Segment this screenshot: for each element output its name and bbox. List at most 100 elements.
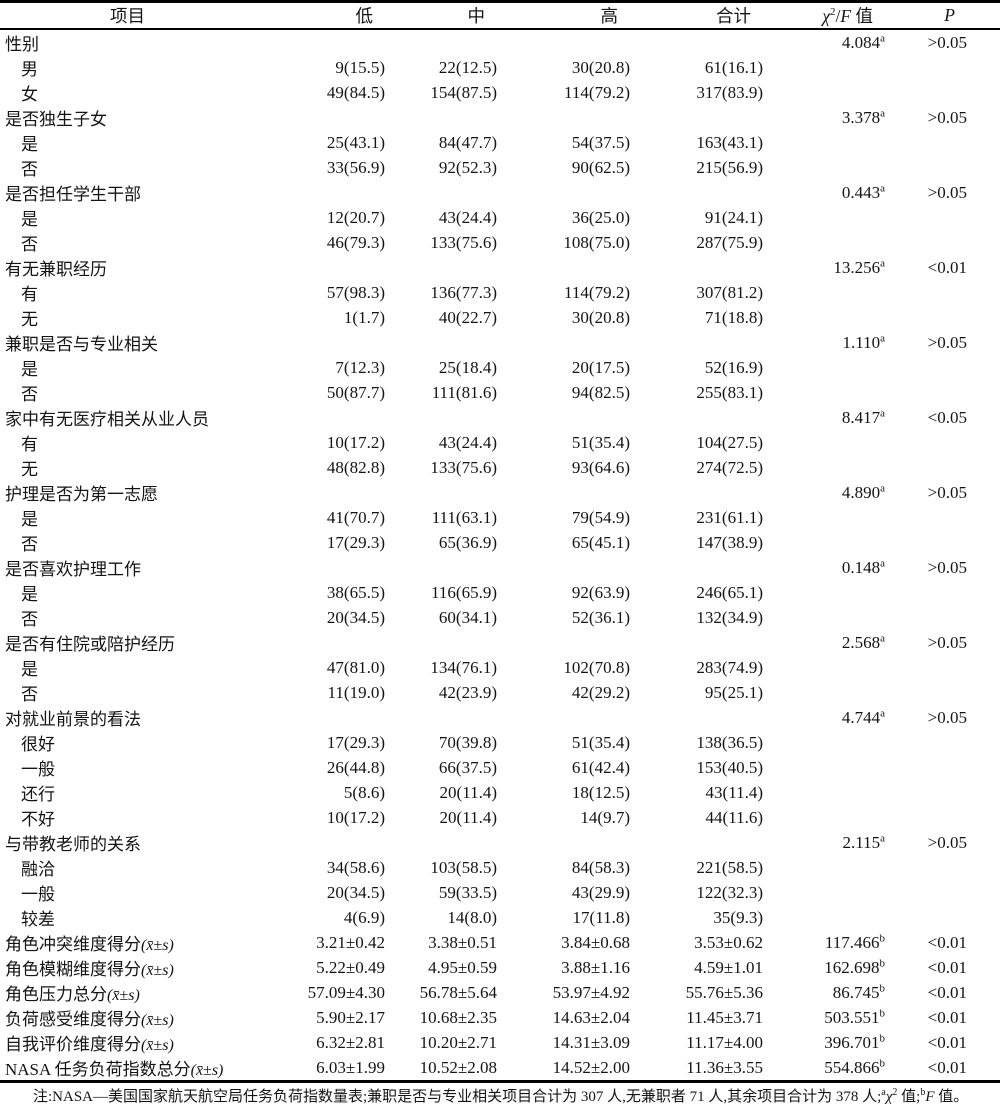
cell-low: 47(81.0) xyxy=(326,657,385,677)
col-header-total: 合计 xyxy=(630,1,763,30)
row-spacer xyxy=(967,855,1000,880)
cell-stat xyxy=(763,530,885,555)
cell-mid: 10.52±2.08 xyxy=(419,1057,497,1077)
table-row: 角色模糊维度得分(x̄±s) 5.22±0.49 4.95±0.59 3.88±1.1… xyxy=(0,955,1000,980)
stat-superscript: b xyxy=(879,1006,886,1019)
table-row: 否 46(79.3) 133(75.6) 108(75.0) 287(75.9) xyxy=(0,230,1000,255)
row-label: 否 xyxy=(21,685,38,704)
cell-low xyxy=(255,180,385,205)
cell-stat xyxy=(763,655,885,680)
cell-high: 36(25.0) xyxy=(571,207,630,227)
stat-table: 项目 低 中 高 合计 χ2/F 值 P 性别 4.084a >0.05 男 9(15.… xyxy=(0,0,1000,1083)
cell-total: 317(83.9) xyxy=(696,82,763,102)
row-spacer xyxy=(967,680,1000,705)
row-label: 是 xyxy=(21,585,38,604)
cell-low xyxy=(255,330,385,355)
row-label: 一般 xyxy=(21,885,55,904)
row-spacer xyxy=(967,805,1000,830)
cell-total: 147(38.9) xyxy=(696,532,763,552)
cell-mid xyxy=(385,330,497,355)
row-spacer xyxy=(967,355,1000,380)
cell-stat xyxy=(763,455,885,480)
table-row: 不好 10(17.2) 20(11.4) 14(9.7) 44(11.6) xyxy=(0,805,1000,830)
table-row: 男 9(15.5) 22(12.5) 30(20.8) 61(16.1) xyxy=(0,55,1000,80)
row-label: 是 xyxy=(21,510,38,529)
row-label: NASA 任务负荷指数总分(x̄±s) xyxy=(5,1060,224,1079)
cell-mid: 20(11.4) xyxy=(439,782,497,802)
table-row: 是 41(70.7) 111(63.1) 79(54.9) 231(61.1) xyxy=(0,505,1000,530)
cell-stat xyxy=(763,680,885,705)
cell-mid: 92(52.3) xyxy=(438,157,497,177)
cell-mid xyxy=(385,555,497,580)
table-row: 无 48(82.8) 133(75.6) 93(64.6) 274(72.5) xyxy=(0,455,1000,480)
cell-mid: 43(24.4) xyxy=(438,432,497,452)
row-label: 是 xyxy=(21,360,38,379)
col-header-p: P xyxy=(885,1,967,30)
cell-low: 10(17.2) xyxy=(326,807,385,827)
cell-stat: 1.110a xyxy=(842,331,885,352)
cell-total: 246(65.1) xyxy=(696,582,763,602)
cell-low: 57.09±4.30 xyxy=(307,982,385,1002)
cell-stat xyxy=(763,305,885,330)
stat-superscript: b xyxy=(879,1056,886,1069)
cell-total: 4.59±1.01 xyxy=(694,957,763,977)
cell-stat xyxy=(763,505,885,530)
cell-p xyxy=(885,430,967,455)
cell-p xyxy=(885,530,967,555)
stat-superscript: a xyxy=(880,331,885,344)
cell-high: 18(12.5) xyxy=(571,782,630,802)
row-label: 与带教老师的关系 xyxy=(5,835,141,854)
cell-total: 95(25.1) xyxy=(704,682,763,702)
cell-p: >0.05 xyxy=(927,632,967,652)
cell-high: 92(63.9) xyxy=(571,582,630,602)
cell-low: 10(17.2) xyxy=(326,432,385,452)
cell-p: <0.05 xyxy=(927,407,967,427)
cell-p: <0.01 xyxy=(927,1007,967,1027)
cell-low: 1(1.7) xyxy=(343,307,385,327)
row-spacer xyxy=(967,980,1000,1005)
cell-low: 41(70.7) xyxy=(326,507,385,527)
table-row: 一般 26(44.8) 66(37.5) 61(42.4) 153(40.5) xyxy=(0,755,1000,780)
row-spacer xyxy=(967,305,1000,330)
cell-stat xyxy=(763,280,885,305)
cell-low xyxy=(255,705,385,730)
row-label: 否 xyxy=(21,535,38,554)
cell-total: 122(32.3) xyxy=(696,882,763,902)
header-row: 项目 低 中 高 合计 χ2/F 值 P xyxy=(0,1,1000,30)
cell-stat: 3.378a xyxy=(841,106,885,127)
cell-p: <0.01 xyxy=(927,257,967,277)
col-header-item: 项目 xyxy=(0,1,255,30)
table-row: 是否独生子女 3.378a >0.05 xyxy=(0,105,1000,130)
row-spacer xyxy=(967,730,1000,755)
cell-mid xyxy=(385,29,497,55)
cell-low: 50(87.7) xyxy=(326,382,385,402)
cell-p: >0.05 xyxy=(927,32,967,52)
table-row: 很好 17(29.3) 70(39.8) 51(35.4) 138(36.5) xyxy=(0,730,1000,755)
row-label: 角色模糊维度得分(x̄±s) xyxy=(5,960,174,979)
row-spacer xyxy=(967,155,1000,180)
cell-p xyxy=(885,780,967,805)
cell-stat: 162.698b xyxy=(824,956,885,977)
row-label: 是 xyxy=(21,660,38,679)
row-label: 无 xyxy=(21,460,38,479)
row-label: 有 xyxy=(21,435,38,454)
cell-total: 255(83.1) xyxy=(696,382,763,402)
cell-total: 231(61.1) xyxy=(696,507,763,527)
stat-superscript: a xyxy=(880,406,885,419)
cell-low xyxy=(255,405,385,430)
cell-high xyxy=(497,105,630,130)
cell-mid xyxy=(385,105,497,130)
cell-low: 3.21±0.42 xyxy=(316,932,385,952)
cell-p xyxy=(885,380,967,405)
table-row: 女 49(84.5) 154(87.5) 114(79.2) 317(83.9) xyxy=(0,80,1000,105)
cell-mid: 84(47.7) xyxy=(438,132,497,152)
row-spacer xyxy=(967,930,1000,955)
row-label: 是否担任学生干部 xyxy=(5,185,141,204)
cell-high: 61(42.4) xyxy=(571,757,630,777)
row-label: 还行 xyxy=(21,785,55,804)
table-row: 是 47(81.0) 134(76.1) 102(70.8) 283(74.9) xyxy=(0,655,1000,680)
row-spacer xyxy=(967,630,1000,655)
cell-high: 3.88±1.16 xyxy=(561,957,630,977)
row-spacer xyxy=(967,330,1000,355)
table-row: 是否有住院或陪护经历 2.568a >0.05 xyxy=(0,630,1000,655)
